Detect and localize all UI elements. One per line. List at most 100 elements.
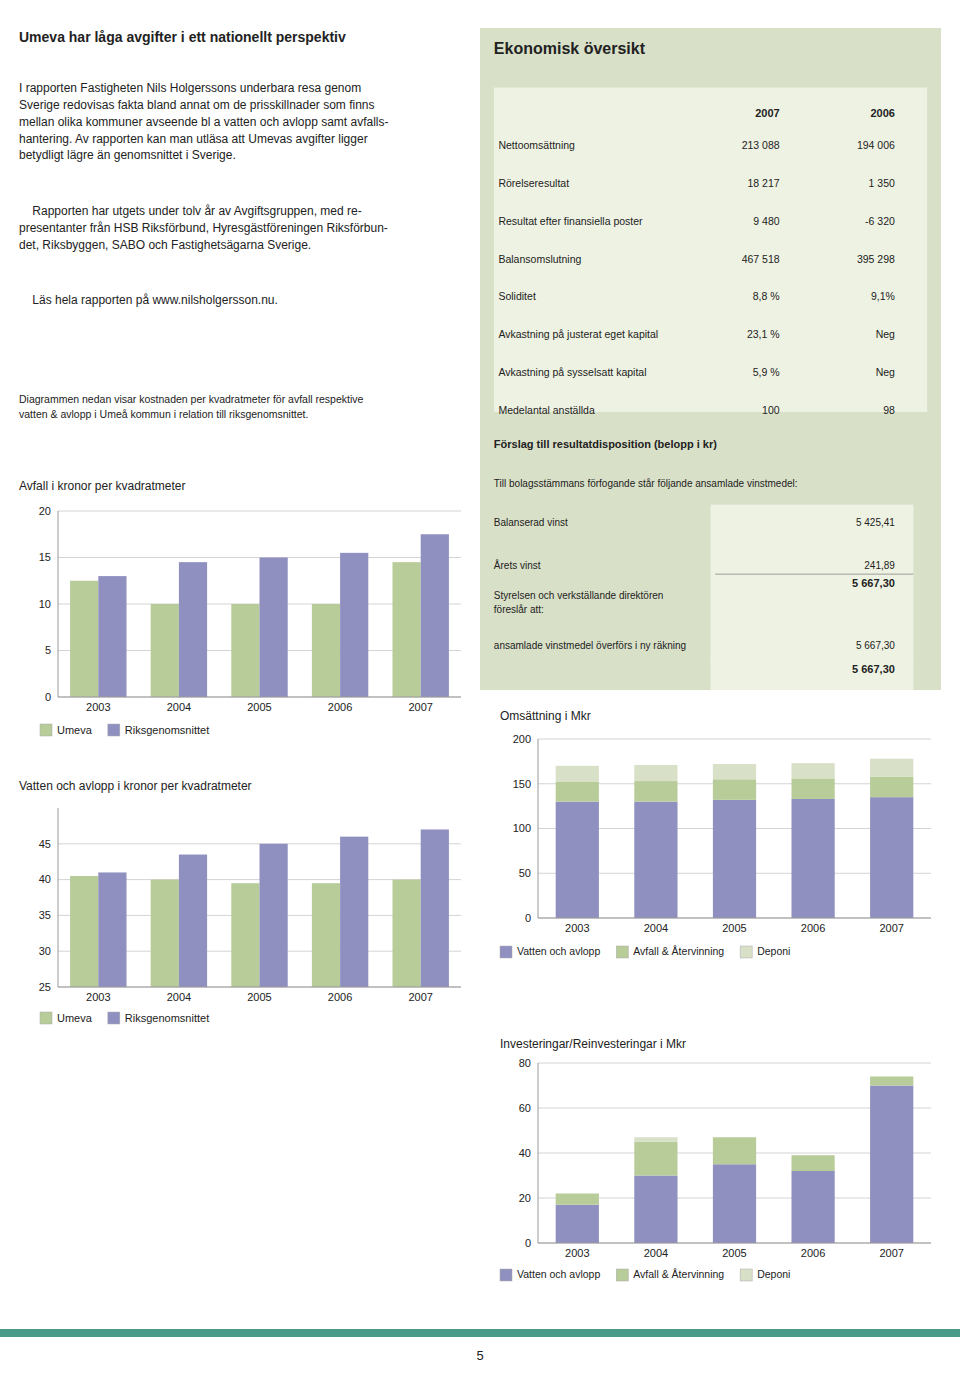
bar-segment	[556, 802, 599, 918]
legend-swatch	[40, 1012, 52, 1024]
grid-line	[538, 1063, 931, 1064]
legend-swatch	[616, 1269, 628, 1281]
footer-line	[0, 1329, 960, 1337]
chart-title: Investeringar/Reinvesteringar i Mkr	[500, 1037, 686, 1051]
disposition-amount: 241,89	[864, 560, 895, 571]
x-tick-label: 2004	[644, 922, 668, 934]
bar-segment	[791, 1171, 834, 1243]
page-number: 5	[476, 1348, 483, 1363]
bar-segment	[713, 1164, 756, 1243]
bar-segment	[791, 763, 834, 778]
y-tick-label: 40	[519, 1147, 531, 1159]
x-tick-label: 2006	[328, 991, 352, 1003]
bar-segment	[713, 1137, 756, 1138]
bar-chart: Omsättning i Mkr050100150200200320042005…	[500, 709, 931, 958]
x-tick-label: 2006	[801, 1247, 825, 1259]
bar-segment	[870, 1086, 913, 1244]
legend-label: Vatten och avlopp	[517, 945, 600, 957]
table-value: 467 518	[742, 253, 780, 265]
bar-segment	[713, 779, 756, 800]
y-tick-label: 35	[39, 909, 51, 921]
y-axis-line	[58, 808, 59, 987]
legend: UmevaRiksgenomsnittet	[40, 724, 209, 736]
disposition-label: Årets vinst	[494, 559, 541, 571]
legend-swatch	[740, 946, 752, 958]
disposition-box	[711, 505, 914, 664]
legend-label: Deponi	[757, 1268, 790, 1280]
legend-label: Deponi	[757, 945, 790, 957]
bar-segment	[791, 1155, 834, 1156]
table-row-label: Soliditet	[498, 290, 535, 302]
y-tick-label: 0	[525, 912, 531, 924]
table-row-label: Nettoomsättning	[498, 139, 575, 151]
diagram-caption: Diagrammen nedan visar kostnaden per kva…	[19, 393, 363, 420]
disposition-title: Förslag till resultatdisposition (belopp…	[494, 438, 717, 450]
legend-swatch	[40, 724, 52, 736]
final-box	[711, 657, 914, 690]
y-tick-label: 30	[39, 945, 51, 957]
x-tick-label: 2004	[167, 701, 191, 713]
grid-line	[538, 918, 931, 919]
y-axis-line	[538, 739, 539, 918]
legend-label: Riksgenomsnittet	[125, 1012, 209, 1024]
legend-swatch	[740, 1269, 752, 1281]
bar-chart: Investeringar/Reinvesteringar i Mkr02040…	[500, 1037, 931, 1281]
x-tick-label: 2006	[801, 922, 825, 934]
bar-segment	[870, 1077, 913, 1086]
bar	[392, 880, 420, 987]
table-row-label: Resultat efter finansiella poster	[498, 215, 643, 227]
table-value: 9 480	[753, 215, 779, 227]
y-tick-label: 80	[519, 1057, 531, 1069]
bar	[421, 829, 449, 987]
bar	[260, 558, 288, 698]
legend-swatch	[616, 946, 628, 958]
y-tick-label: 25	[39, 981, 51, 993]
bar-segment	[634, 1142, 677, 1176]
bar	[151, 880, 179, 987]
y-tick-label: 20	[519, 1192, 531, 1204]
chart-title: Omsättning i Mkr	[500, 709, 591, 723]
table-value: Neg	[876, 328, 895, 340]
bar	[421, 534, 449, 697]
sum-line	[715, 574, 913, 575]
table-value: 23,1 %	[747, 328, 780, 340]
y-tick-label: 0	[45, 691, 51, 703]
economic-panel: Ekonomisk översikt20072006Nettoomsättnin…	[480, 28, 941, 690]
x-tick-label: 2007	[408, 991, 432, 1003]
bar	[312, 883, 340, 987]
grid-line	[58, 697, 461, 698]
table-value: 194 006	[857, 139, 895, 151]
legend-swatch	[500, 1269, 512, 1281]
x-tick-label: 2007	[879, 1247, 903, 1259]
grid-line	[58, 987, 461, 988]
x-axis-line	[58, 697, 461, 698]
y-tick-label: 5	[45, 644, 51, 656]
table-row-label: Avkastning på sysselsatt kapital	[498, 366, 646, 378]
x-tick-label: 2007	[408, 701, 432, 713]
bar-segment	[556, 1205, 599, 1243]
y-tick-label: 45	[39, 838, 51, 850]
x-tick-label: 2006	[328, 701, 352, 713]
bars	[70, 534, 449, 697]
disposition-final: 5 667,30	[852, 663, 895, 675]
table-value: -6 320	[865, 215, 895, 227]
disposition-amount: 5 425,41	[856, 517, 895, 528]
table-value: 5,9 %	[753, 366, 780, 378]
x-tick-label: 2003	[565, 1247, 589, 1259]
bar	[70, 876, 98, 987]
bar	[392, 562, 420, 697]
grid-line	[538, 739, 931, 740]
bar-segment	[713, 800, 756, 918]
panel-title: Ekonomisk översikt	[494, 40, 646, 57]
bar-segment	[556, 782, 599, 802]
bar	[231, 883, 259, 987]
bar-segment	[713, 764, 756, 779]
table-row-label: Medelantal anställda	[498, 404, 594, 416]
disposition-proposal: Styrelsen och verkställande direktörenfö…	[494, 590, 664, 615]
bar-segment	[556, 766, 599, 782]
bar	[98, 576, 126, 697]
bar-segment	[556, 1193, 599, 1194]
legend: Vatten och avloppAvfall & ÅtervinningDep…	[500, 1268, 790, 1281]
table-value: 213 088	[742, 139, 780, 151]
x-tick-label: 2003	[86, 701, 110, 713]
